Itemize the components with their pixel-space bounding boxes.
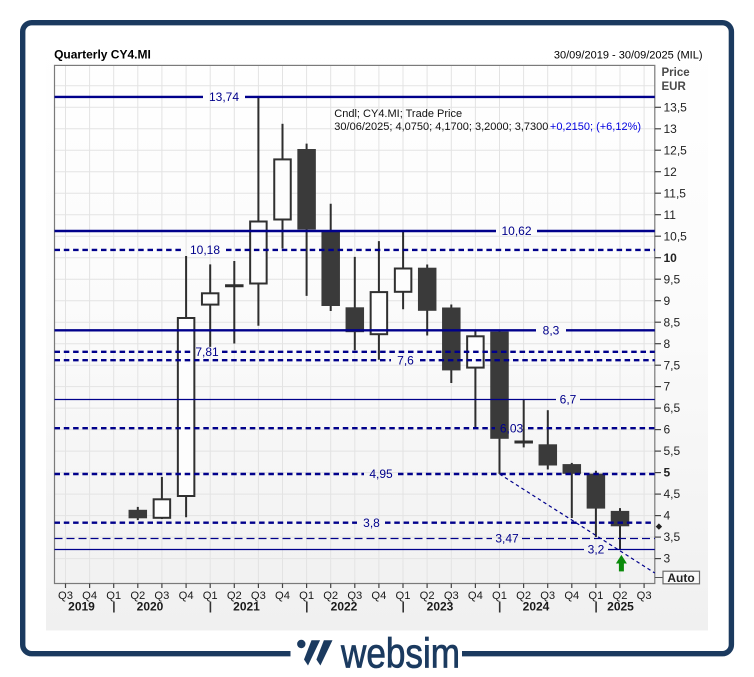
svg-text:13: 13: [664, 122, 678, 136]
svg-text:Q2: Q2: [420, 590, 435, 602]
svg-text:Q1: Q1: [106, 590, 121, 602]
svg-text:6,03: 6,03: [500, 421, 524, 435]
svg-text:2023: 2023: [427, 599, 454, 613]
svg-text:Q1: Q1: [299, 590, 314, 602]
svg-text:Quarterly CY4.MI: Quarterly CY4.MI: [54, 48, 151, 62]
svg-text:12: 12: [664, 165, 678, 179]
svg-text:Q1: Q1: [396, 590, 411, 602]
svg-text:10,62: 10,62: [501, 224, 531, 238]
svg-text:websim: websim: [340, 629, 460, 676]
svg-text:2021: 2021: [233, 599, 260, 613]
svg-text:Q1: Q1: [492, 590, 507, 602]
svg-text:Q3: Q3: [154, 590, 169, 602]
svg-text:10,5: 10,5: [664, 229, 688, 243]
svg-text:Q4: Q4: [275, 590, 290, 602]
svg-text:Q3: Q3: [58, 590, 73, 602]
svg-text:13,74: 13,74: [209, 90, 239, 104]
svg-text:Q3: Q3: [251, 590, 266, 602]
svg-text:6,7: 6,7: [560, 393, 577, 407]
svg-text:30/09/2019 - 30/09/2025 (MIL): 30/09/2019 - 30/09/2025 (MIL): [554, 50, 703, 62]
svg-text:Q3: Q3: [444, 590, 459, 602]
svg-text:Q3: Q3: [637, 590, 652, 602]
svg-text:11,5: 11,5: [664, 186, 687, 200]
svg-text:5,5: 5,5: [664, 444, 681, 458]
svg-text:3: 3: [664, 552, 671, 566]
svg-text:3,8: 3,8: [363, 516, 380, 530]
svg-text:12,5: 12,5: [664, 143, 688, 157]
svg-text:11: 11: [664, 208, 677, 222]
svg-text:3,5: 3,5: [664, 530, 681, 544]
svg-text:6: 6: [664, 423, 671, 437]
svg-text:2024: 2024: [523, 599, 550, 613]
svg-text:Q4: Q4: [468, 590, 483, 602]
svg-text:Q4: Q4: [371, 590, 386, 602]
svg-text:Q3: Q3: [347, 590, 362, 602]
svg-text:Q2: Q2: [613, 590, 628, 602]
svg-text:Q2: Q2: [130, 590, 145, 602]
svg-text:8,5: 8,5: [664, 315, 681, 329]
svg-text:7,6: 7,6: [397, 353, 414, 367]
svg-text:4,5: 4,5: [664, 487, 681, 501]
svg-text:Q2: Q2: [323, 590, 338, 602]
svg-text:4: 4: [664, 509, 671, 523]
svg-text:Q4: Q4: [82, 590, 97, 602]
svg-text:2019: 2019: [68, 599, 95, 613]
svg-text:Q1: Q1: [203, 590, 218, 602]
svg-text:2025: 2025: [607, 599, 634, 613]
svg-text:Q1: Q1: [588, 590, 603, 602]
svg-text:Q4: Q4: [564, 590, 579, 602]
svg-text:2020: 2020: [137, 599, 164, 613]
svg-text:Price: Price: [662, 67, 690, 79]
svg-text:9: 9: [664, 294, 671, 308]
svg-text:Q3: Q3: [540, 590, 555, 602]
svg-text:10: 10: [664, 251, 678, 265]
svg-text:7,81: 7,81: [195, 345, 219, 359]
svg-text:7,5: 7,5: [664, 358, 681, 372]
svg-text:EUR: EUR: [662, 81, 687, 93]
svg-text:2022: 2022: [331, 599, 358, 613]
svg-text:8,3: 8,3: [543, 323, 560, 337]
svg-text:3,47: 3,47: [495, 532, 519, 546]
svg-text:3,2: 3,2: [588, 543, 605, 557]
svg-text:Auto: Auto: [667, 571, 694, 585]
svg-text:9,5: 9,5: [664, 272, 681, 286]
svg-text:5: 5: [664, 466, 671, 480]
svg-text:8: 8: [664, 337, 671, 351]
svg-text:30/06/2025; 4,0750; 4,1700; 3,: 30/06/2025; 4,0750; 4,1700; 3,2000; 3,73…: [334, 121, 641, 133]
svg-text:Q4: Q4: [179, 590, 194, 602]
svg-text:4,95: 4,95: [369, 467, 393, 481]
svg-text:Q2: Q2: [516, 590, 531, 602]
svg-text:13,5: 13,5: [664, 100, 688, 114]
svg-text:Cndl; CY4.MI; Trade Price: Cndl; CY4.MI; Trade Price: [334, 108, 462, 120]
svg-text:6,5: 6,5: [664, 401, 681, 415]
svg-text:Q2: Q2: [227, 590, 242, 602]
svg-text:7: 7: [664, 380, 671, 394]
svg-text:10,18: 10,18: [190, 243, 220, 257]
